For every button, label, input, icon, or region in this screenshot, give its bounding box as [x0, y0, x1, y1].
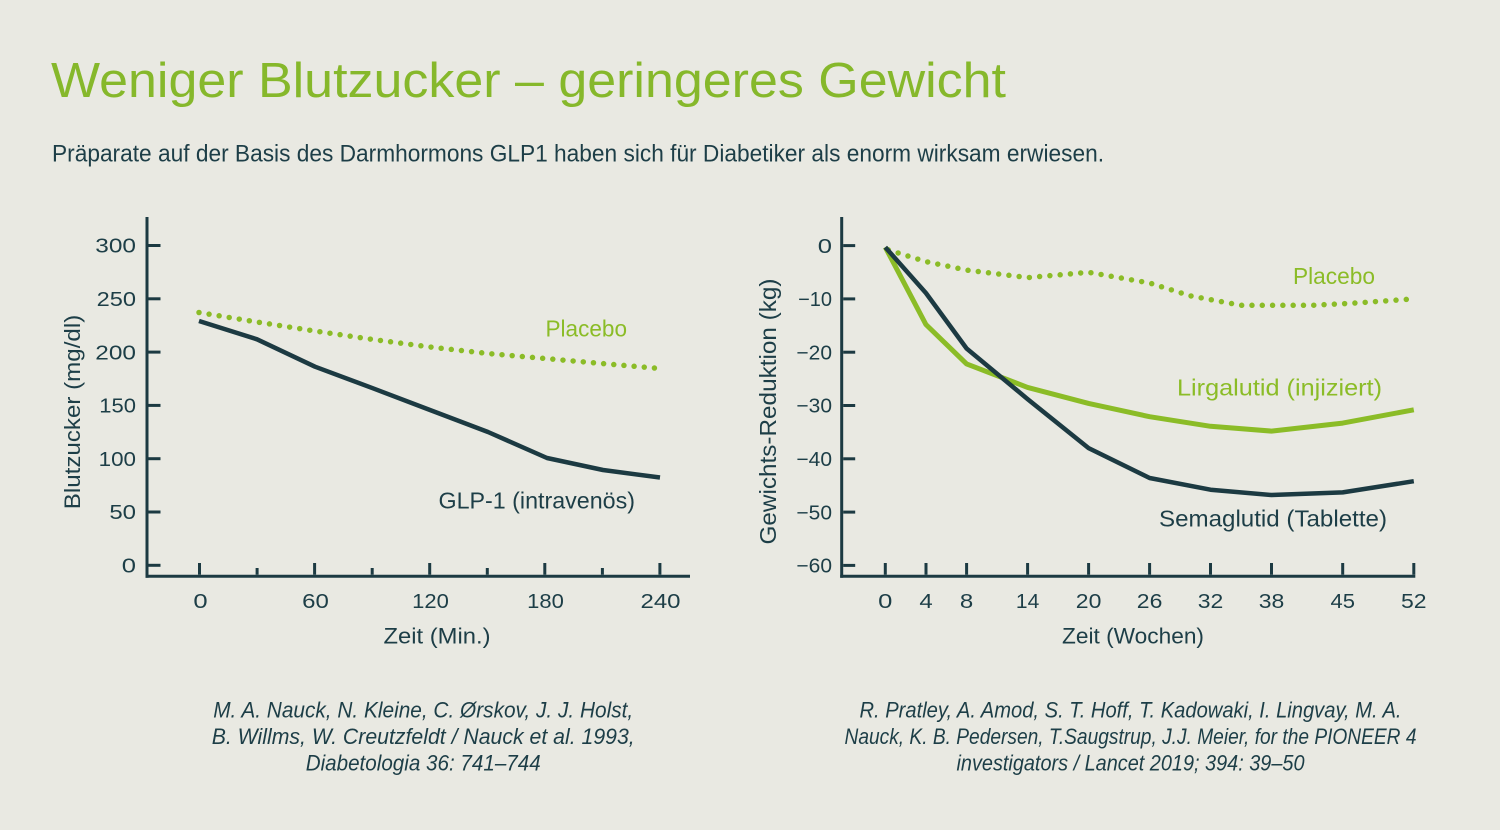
svg-text:−20: −20 — [796, 342, 832, 364]
svg-text:Semaglutid (Tablette): Semaglutid (Tablette) — [1159, 506, 1387, 532]
svg-text:120: 120 — [412, 591, 449, 613]
svg-text:M. A. Nauck, N. Kleine, C. Ørs: M. A. Nauck, N. Kleine, C. Ørskov, J. J.… — [213, 697, 633, 722]
svg-text:300: 300 — [95, 235, 136, 257]
svg-text:150: 150 — [99, 395, 136, 417]
svg-text:Nauck, K. B. Pedersen, T.Saugs: Nauck, K. B. Pedersen, T.Saugstrup, J.J.… — [845, 724, 1417, 749]
svg-text:Blutzucker (mg/dl): Blutzucker (mg/dl) — [60, 315, 85, 510]
svg-text:4: 4 — [919, 590, 932, 613]
svg-text:−50: −50 — [796, 502, 832, 524]
svg-text:100: 100 — [99, 449, 136, 471]
svg-text:Diabetologia 36: 741–744: Diabetologia 36: 741–744 — [306, 750, 541, 775]
svg-text:Placebo: Placebo — [1293, 263, 1375, 289]
svg-text:Gewichts-Reduktion (kg): Gewichts-Reduktion (kg) — [755, 279, 781, 545]
svg-text:240: 240 — [640, 590, 680, 613]
svg-text:52: 52 — [1401, 589, 1427, 612]
svg-text:Weniger Blutzucker – geringere: Weniger Blutzucker – geringeres Gewicht — [51, 53, 1006, 108]
svg-text:GLP-1 (intravenös): GLP-1 (intravenös) — [439, 488, 636, 514]
svg-text:45: 45 — [1330, 591, 1354, 613]
svg-text:32: 32 — [1198, 589, 1224, 612]
svg-text:0: 0 — [122, 554, 136, 577]
svg-text:0: 0 — [818, 235, 832, 258]
svg-text:8: 8 — [960, 590, 973, 613]
svg-text:Präparate auf der Basis des Da: Präparate auf der Basis des Darmhormons … — [52, 141, 1104, 168]
svg-text:26: 26 — [1137, 589, 1163, 612]
svg-text:0: 0 — [878, 590, 892, 613]
svg-text:investigators / Lancet 2019; 3: investigators / Lancet 2019; 394: 39–50 — [957, 750, 1306, 775]
svg-text:60: 60 — [302, 590, 329, 613]
svg-text:−60: −60 — [796, 555, 832, 577]
svg-text:B. Willms, W. Creutzfeldt / Na: B. Willms, W. Creutzfeldt / Nauck et al.… — [212, 724, 635, 749]
svg-text:250: 250 — [97, 288, 136, 311]
svg-text:Zeit (Min.): Zeit (Min.) — [384, 624, 491, 649]
svg-text:Placebo: Placebo — [546, 316, 628, 342]
svg-text:38: 38 — [1259, 589, 1285, 612]
svg-text:−40: −40 — [796, 448, 832, 470]
svg-text:50: 50 — [109, 501, 136, 524]
svg-text:−30: −30 — [796, 395, 832, 417]
svg-text:−10: −10 — [798, 289, 832, 311]
svg-text:R. Pratley, A. Amod, S. T. Hof: R. Pratley, A. Amod, S. T. Hoff, T. Kado… — [860, 697, 1402, 722]
svg-text:200: 200 — [95, 341, 136, 363]
svg-text:20: 20 — [1076, 589, 1102, 612]
svg-text:0: 0 — [193, 590, 207, 613]
svg-text:14: 14 — [1016, 590, 1039, 612]
svg-text:Zeit (Wochen): Zeit (Wochen) — [1062, 624, 1204, 649]
svg-text:Lirgalutid (injiziert): Lirgalutid (injiziert) — [1177, 375, 1382, 401]
svg-text:180: 180 — [527, 591, 564, 613]
